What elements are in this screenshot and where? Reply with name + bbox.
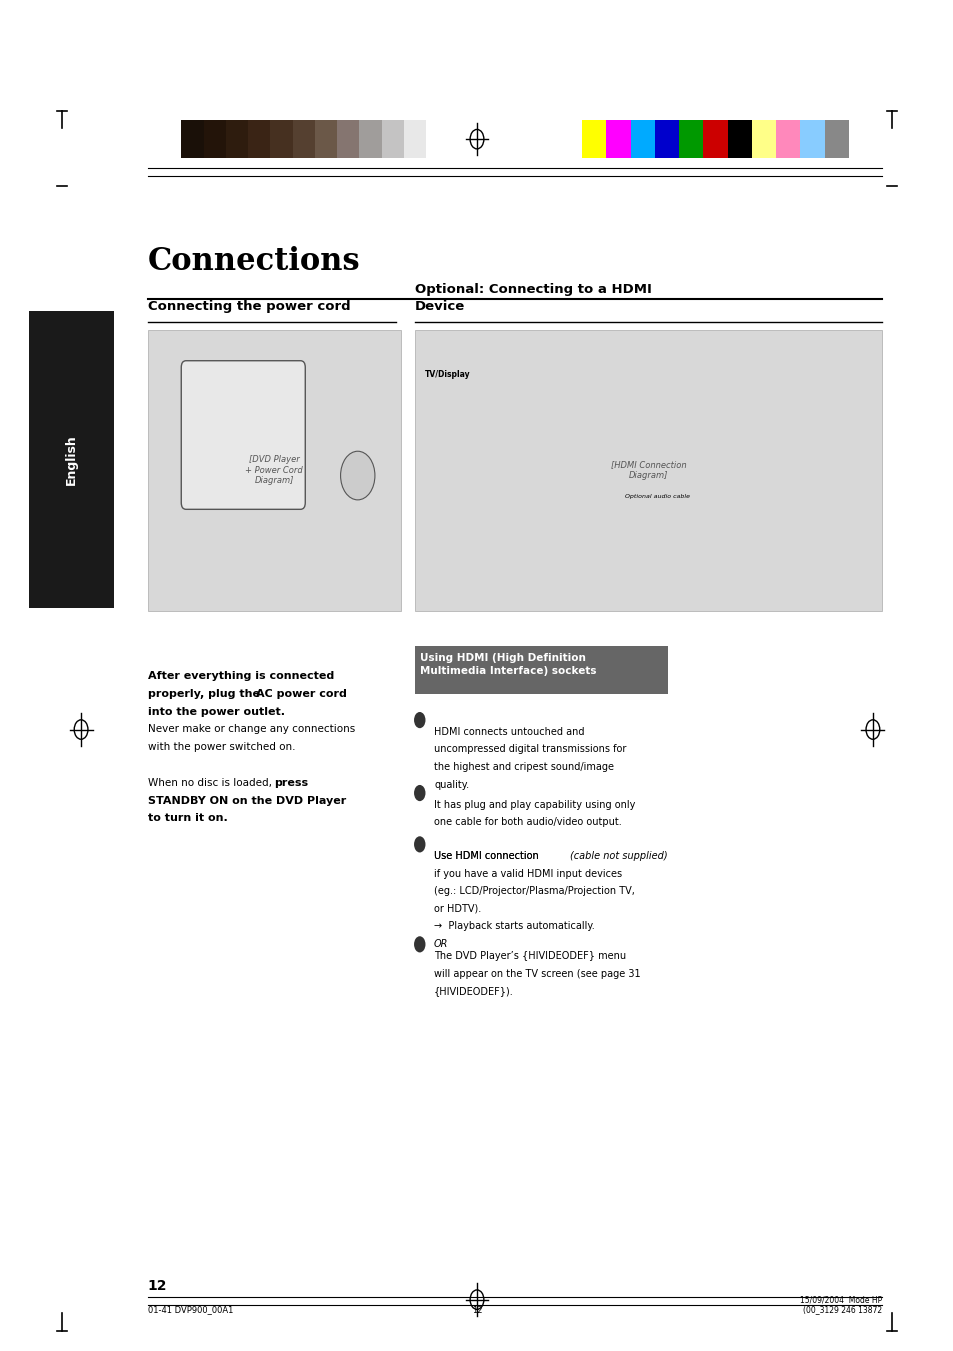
Text: 15/09/2004  Mode HP
(00_3129 246 13872: 15/09/2004 Mode HP (00_3129 246 13872	[800, 1296, 882, 1315]
Text: When no disc is loaded,: When no disc is loaded,	[148, 778, 274, 788]
FancyBboxPatch shape	[824, 120, 848, 158]
FancyBboxPatch shape	[336, 120, 359, 158]
FancyBboxPatch shape	[359, 120, 381, 158]
FancyBboxPatch shape	[776, 120, 800, 158]
FancyBboxPatch shape	[630, 120, 654, 158]
FancyBboxPatch shape	[403, 120, 426, 158]
Text: to turn it on.: to turn it on.	[148, 813, 228, 823]
FancyBboxPatch shape	[679, 120, 702, 158]
Circle shape	[414, 712, 425, 728]
Text: Never make or change any connections: Never make or change any connections	[148, 724, 355, 734]
FancyBboxPatch shape	[314, 120, 336, 158]
Text: Using HDMI (High Definition
Multimedia Interface) sockets: Using HDMI (High Definition Multimedia I…	[419, 654, 596, 676]
FancyBboxPatch shape	[415, 646, 667, 694]
FancyBboxPatch shape	[148, 330, 400, 611]
Text: if you have a valid HDMI input devices: if you have a valid HDMI input devices	[434, 869, 621, 878]
FancyBboxPatch shape	[702, 120, 727, 158]
FancyBboxPatch shape	[415, 330, 882, 611]
Text: AC power cord: AC power cord	[255, 689, 346, 698]
FancyBboxPatch shape	[29, 311, 114, 608]
Text: with the power switched on.: with the power switched on.	[148, 742, 295, 751]
FancyBboxPatch shape	[800, 120, 824, 158]
Text: After everything is connected: After everything is connected	[148, 671, 334, 681]
Text: HDMI connects untouched and: HDMI connects untouched and	[434, 727, 584, 736]
Text: {HIVIDEODEF}).: {HIVIDEODEF}).	[434, 986, 514, 996]
Circle shape	[414, 836, 425, 852]
Text: (eg.: LCD/Projector/Plasma/Projection TV,: (eg.: LCD/Projector/Plasma/Projection TV…	[434, 886, 635, 896]
Text: one cable for both audio/video output.: one cable for both audio/video output.	[434, 817, 621, 827]
FancyBboxPatch shape	[270, 120, 293, 158]
FancyBboxPatch shape	[203, 120, 226, 158]
Text: or HDTV).: or HDTV).	[434, 904, 481, 913]
Circle shape	[414, 936, 425, 952]
Text: press: press	[274, 778, 308, 788]
FancyBboxPatch shape	[248, 120, 270, 158]
Text: uncompressed digital transmissions for: uncompressed digital transmissions for	[434, 744, 626, 754]
FancyBboxPatch shape	[226, 120, 248, 158]
FancyBboxPatch shape	[581, 120, 605, 158]
Text: STANDBY ON on the DVD Player: STANDBY ON on the DVD Player	[148, 796, 346, 805]
FancyBboxPatch shape	[181, 361, 305, 509]
FancyBboxPatch shape	[605, 120, 630, 158]
Text: (cable not supplied): (cable not supplied)	[570, 851, 667, 861]
Text: Use HDMI connection: Use HDMI connection	[434, 851, 541, 861]
Text: The DVD Player’s {HIVIDEODEF} menu: The DVD Player’s {HIVIDEODEF} menu	[434, 951, 625, 961]
Text: [HDMI Connection
Diagram]: [HDMI Connection Diagram]	[610, 461, 686, 480]
Text: into the power outlet.: into the power outlet.	[148, 707, 285, 716]
Text: 01-41 DVP900_00A1: 01-41 DVP900_00A1	[148, 1305, 233, 1315]
Text: OR: OR	[434, 939, 448, 948]
Text: It has plug and play capability using only: It has plug and play capability using on…	[434, 800, 635, 809]
Text: 12: 12	[148, 1279, 167, 1293]
Text: Use HDMI connection: Use HDMI connection	[434, 851, 541, 861]
Text: the highest and cripest sound/image: the highest and cripest sound/image	[434, 762, 614, 771]
Text: will appear on the TV screen (see page 31: will appear on the TV screen (see page 3…	[434, 969, 640, 978]
Text: [DVD Player
+ Power Cord
Diagram]: [DVD Player + Power Cord Diagram]	[245, 455, 303, 485]
FancyBboxPatch shape	[181, 120, 203, 158]
Text: Optional: Connecting to a HDMI
Device: Optional: Connecting to a HDMI Device	[415, 284, 651, 313]
Text: quality.: quality.	[434, 780, 469, 789]
FancyBboxPatch shape	[426, 120, 448, 158]
FancyBboxPatch shape	[654, 120, 679, 158]
Text: Connecting the power cord: Connecting the power cord	[148, 300, 350, 313]
FancyBboxPatch shape	[293, 120, 314, 158]
FancyBboxPatch shape	[727, 120, 751, 158]
Text: properly, plug the: properly, plug the	[148, 689, 263, 698]
Circle shape	[340, 451, 375, 500]
Text: Optional audio cable: Optional audio cable	[624, 494, 689, 500]
Text: 12: 12	[471, 1305, 482, 1315]
Text: English: English	[65, 434, 78, 485]
Text: →  Playback starts automatically.: → Playback starts automatically.	[434, 921, 595, 931]
Circle shape	[414, 785, 425, 801]
FancyBboxPatch shape	[381, 120, 403, 158]
Text: TV/Display: TV/Display	[424, 370, 470, 378]
FancyBboxPatch shape	[751, 120, 776, 158]
Text: Connections: Connections	[148, 246, 360, 277]
